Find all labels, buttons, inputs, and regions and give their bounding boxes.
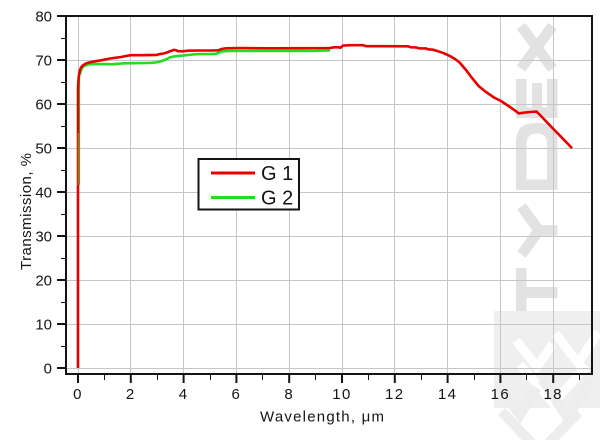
svg-text:60: 60 [35,96,52,113]
svg-text:14: 14 [438,386,458,403]
svg-text:6: 6 [232,386,242,403]
svg-text:Wavelength, μm: Wavelength, μm [260,409,384,426]
svg-text:8: 8 [284,386,294,403]
svg-text:40: 40 [35,184,52,201]
svg-text:50: 50 [35,140,52,157]
svg-text:70: 70 [35,52,52,69]
svg-text:Transmission, %: Transmission, % [18,153,35,270]
svg-text:2: 2 [126,386,136,403]
svg-text:16: 16 [491,386,511,403]
svg-text:0: 0 [44,360,52,377]
svg-text:20: 20 [35,272,52,289]
svg-text:4: 4 [179,386,189,403]
svg-text:G 2: G 2 [261,188,293,210]
svg-text:18: 18 [543,386,563,403]
svg-text:80: 80 [35,8,52,25]
svg-text:30: 30 [35,228,52,245]
svg-text:10: 10 [35,316,52,333]
svg-text:0: 0 [73,386,83,403]
svg-text:12: 12 [385,386,405,403]
svg-text:10: 10 [332,386,352,403]
svg-text:G 1: G 1 [261,163,293,185]
